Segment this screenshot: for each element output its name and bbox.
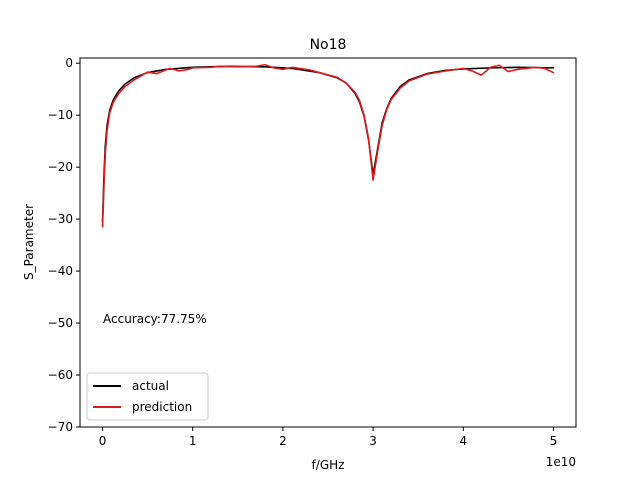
x-offset-label: 1e10 (546, 455, 576, 469)
y-tick-label: −50 (48, 316, 73, 330)
x-tick-label: 3 (369, 434, 377, 448)
x-tick-label: 1 (189, 434, 197, 448)
y-tick-label: −40 (48, 264, 73, 278)
legend-box (86, 372, 209, 421)
series-line-prediction (101, 63, 555, 228)
y-tick-label: −70 (48, 420, 73, 434)
y-tick-label: −60 (48, 368, 73, 382)
y-tick-label: −20 (48, 160, 73, 174)
y-tick-label: −30 (48, 212, 73, 226)
chart-title: No18 (310, 37, 347, 53)
x-tick-label: 2 (279, 434, 287, 448)
legend-label-actual: actual (132, 379, 169, 393)
y-axis: 0 −10 −20 −30 −40 −50 −60 −70 (48, 56, 80, 434)
legend-label-prediction: prediction (132, 400, 192, 414)
x-tick-label: 0 (99, 434, 107, 448)
x-axis-label: f/GHz (312, 458, 345, 472)
plot-area (101, 63, 555, 228)
y-axis-label: S_Parameter (22, 204, 36, 280)
accuracy-annotation: Accuracy:77.75% (103, 312, 207, 326)
x-tick-label: 4 (459, 434, 467, 448)
y-tick-label: 0 (65, 56, 73, 70)
x-tick-label: 5 (550, 434, 558, 448)
legend: actual prediction (86, 372, 209, 421)
x-axis: 0 1 2 3 4 5 (99, 427, 558, 448)
y-tick-label: −10 (48, 108, 73, 122)
plot-frame (79, 57, 577, 428)
